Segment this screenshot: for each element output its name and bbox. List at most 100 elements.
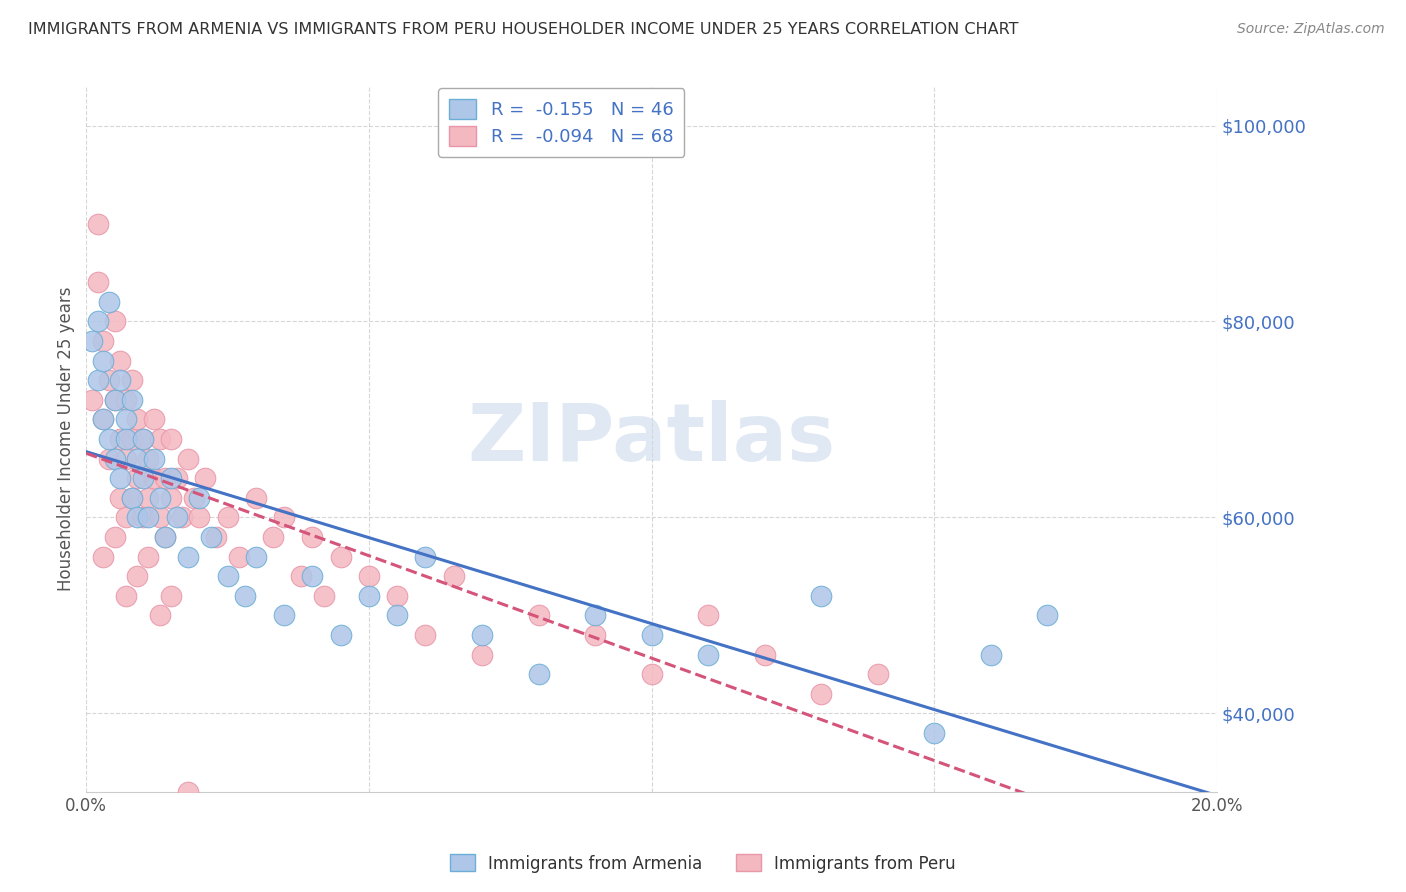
Point	[115, 412, 138, 426]
Point	[115, 432, 138, 446]
Point	[103, 314, 125, 328]
Point	[301, 530, 323, 544]
Point	[640, 628, 662, 642]
Point	[697, 648, 720, 662]
Point	[166, 510, 188, 524]
Point	[127, 412, 149, 426]
Point	[1036, 608, 1059, 623]
Point	[160, 432, 183, 446]
Point	[245, 491, 267, 505]
Point	[108, 432, 131, 446]
Point	[132, 471, 155, 485]
Point	[697, 608, 720, 623]
Point	[312, 589, 335, 603]
Point	[810, 589, 832, 603]
Point	[471, 628, 494, 642]
Point	[138, 549, 160, 564]
Point	[415, 628, 437, 642]
Point	[86, 275, 108, 289]
Point	[527, 667, 550, 681]
Point	[121, 432, 143, 446]
Text: ZIPatlas: ZIPatlas	[467, 400, 835, 478]
Point	[262, 530, 284, 544]
Point	[810, 687, 832, 701]
Point	[149, 608, 172, 623]
Point	[415, 549, 437, 564]
Point	[866, 667, 889, 681]
Point	[108, 353, 131, 368]
Point	[149, 491, 172, 505]
Point	[329, 628, 352, 642]
Point	[160, 589, 183, 603]
Point	[143, 451, 166, 466]
Point	[108, 373, 131, 387]
Point	[103, 392, 125, 407]
Point	[143, 471, 166, 485]
Text: IMMIGRANTS FROM ARMENIA VS IMMIGRANTS FROM PERU HOUSEHOLDER INCOME UNDER 25 YEAR: IMMIGRANTS FROM ARMENIA VS IMMIGRANTS FR…	[28, 22, 1018, 37]
Point	[980, 648, 1002, 662]
Point	[103, 392, 125, 407]
Point	[188, 491, 211, 505]
Point	[91, 549, 114, 564]
Point	[138, 510, 160, 524]
Point	[357, 589, 380, 603]
Point	[121, 392, 143, 407]
Point	[86, 217, 108, 231]
Point	[155, 530, 177, 544]
Point	[80, 392, 103, 407]
Point	[245, 549, 267, 564]
Legend: R =  -0.155   N = 46, R =  -0.094   N = 68: R = -0.155 N = 46, R = -0.094 N = 68	[439, 88, 685, 157]
Point	[233, 589, 256, 603]
Point	[273, 608, 295, 623]
Point	[329, 549, 352, 564]
Point	[97, 451, 120, 466]
Point	[121, 491, 143, 505]
Point	[301, 569, 323, 583]
Point	[183, 491, 205, 505]
Point	[527, 608, 550, 623]
Point	[922, 726, 945, 740]
Point	[160, 471, 183, 485]
Point	[138, 451, 160, 466]
Point	[583, 628, 606, 642]
Point	[149, 510, 172, 524]
Point	[155, 471, 177, 485]
Point	[583, 608, 606, 623]
Point	[132, 432, 155, 446]
Point	[387, 589, 409, 603]
Y-axis label: Householder Income Under 25 years: Householder Income Under 25 years	[58, 287, 75, 591]
Point	[115, 510, 138, 524]
Point	[121, 491, 143, 505]
Text: Source: ZipAtlas.com: Source: ZipAtlas.com	[1237, 22, 1385, 37]
Point	[91, 334, 114, 348]
Point	[97, 432, 120, 446]
Point	[91, 412, 114, 426]
Point	[127, 451, 149, 466]
Point	[290, 569, 312, 583]
Point	[91, 412, 114, 426]
Point	[177, 549, 200, 564]
Point	[217, 510, 239, 524]
Point	[188, 510, 211, 524]
Point	[155, 530, 177, 544]
Point	[166, 471, 188, 485]
Point	[228, 549, 250, 564]
Point	[115, 451, 138, 466]
Point	[108, 491, 131, 505]
Point	[149, 432, 172, 446]
Point	[387, 608, 409, 623]
Point	[640, 667, 662, 681]
Point	[108, 471, 131, 485]
Point	[143, 412, 166, 426]
Point	[205, 530, 228, 544]
Point	[132, 432, 155, 446]
Point	[127, 471, 149, 485]
Point	[177, 451, 200, 466]
Point	[80, 334, 103, 348]
Point	[97, 294, 120, 309]
Point	[273, 510, 295, 524]
Legend: Immigrants from Armenia, Immigrants from Peru: Immigrants from Armenia, Immigrants from…	[443, 847, 963, 880]
Point	[91, 353, 114, 368]
Point	[103, 451, 125, 466]
Point	[177, 785, 200, 799]
